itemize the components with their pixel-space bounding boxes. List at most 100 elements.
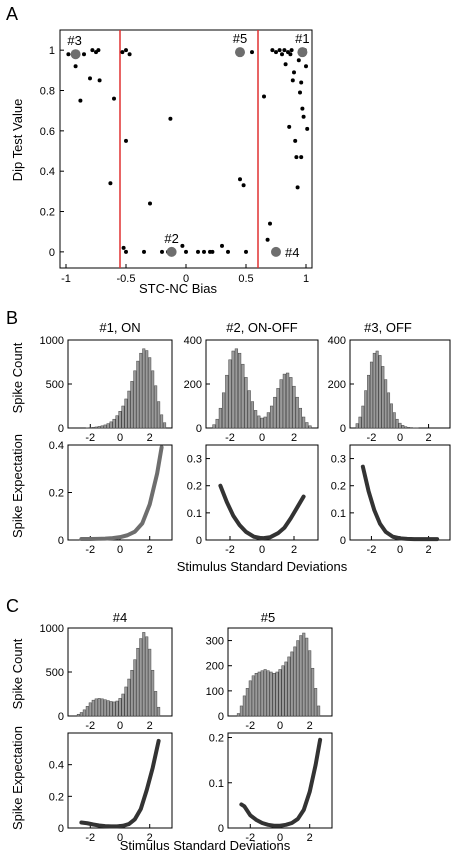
scatter-point xyxy=(66,52,71,57)
x-tick-label: -2 xyxy=(225,432,235,444)
histogram-bar xyxy=(145,636,149,717)
histogram-bar xyxy=(94,426,98,429)
scatter-point xyxy=(202,249,206,254)
histogram-bar xyxy=(250,401,255,429)
histogram-bar xyxy=(387,392,391,429)
x-tick-label: -2 xyxy=(367,432,377,444)
response-curve xyxy=(218,483,306,541)
scatter-point xyxy=(296,58,301,63)
histogram-bar xyxy=(392,412,396,429)
scatter-point xyxy=(292,70,296,75)
scatter-point xyxy=(241,183,246,188)
histogram-bar xyxy=(136,647,140,717)
histogram-bar xyxy=(121,693,125,717)
highlight-label: #2 xyxy=(164,231,178,246)
response-curve xyxy=(79,738,161,829)
scatter-point xyxy=(82,52,86,57)
y-tick-label: 0.2 xyxy=(331,481,346,493)
histogram-bar xyxy=(97,426,101,429)
y-tick-label: 0 xyxy=(196,423,202,435)
y-tick-label: 300 xyxy=(206,636,224,648)
scatter-point xyxy=(295,185,300,190)
scatter-point xyxy=(220,243,224,248)
x-tick-label: -2 xyxy=(245,832,255,844)
y-tick-label: 0.2 xyxy=(209,733,224,745)
scatter-point xyxy=(298,90,302,95)
histogram-bar xyxy=(94,698,98,717)
histogram-bar xyxy=(154,691,158,717)
x-tick-label: 0 xyxy=(117,432,123,444)
y-tick-label: 100 xyxy=(206,686,224,698)
histogram-bar xyxy=(284,661,288,717)
hist-c2-title: #5 xyxy=(261,610,275,625)
histogram-bar xyxy=(273,396,277,429)
scatter-point xyxy=(168,116,173,121)
histogram-bar xyxy=(308,425,312,429)
histogram-bar xyxy=(282,373,287,429)
response-curve xyxy=(79,445,164,542)
curve-b-ylabel: Spike Expectation xyxy=(10,434,25,538)
x-tick-label: -2 xyxy=(85,720,95,732)
histogram-bar xyxy=(142,348,146,429)
y-tick-label: 200 xyxy=(184,379,202,391)
hist-b2-title: #2, ON-OFF xyxy=(226,320,298,335)
scatter-point xyxy=(112,96,116,101)
histogram-bar xyxy=(244,377,248,429)
scatter-point xyxy=(73,64,78,69)
x-tick-label: 2 xyxy=(426,544,432,556)
y-tick-label: 0.1 xyxy=(187,508,202,520)
x-tick-label: -2 xyxy=(85,832,95,844)
histogram-bar xyxy=(257,671,261,717)
histogram-bar xyxy=(124,686,128,717)
histogram-bar xyxy=(266,670,270,717)
histogram-bar xyxy=(308,650,312,717)
histogram-bar xyxy=(372,352,376,429)
histogram-bar xyxy=(260,417,264,429)
plot-frame-4 xyxy=(67,444,173,541)
y-tick-label: 0 xyxy=(58,535,64,547)
scatter-point xyxy=(97,78,102,83)
histogram-bar xyxy=(79,712,83,717)
x-tick-label: 2 xyxy=(147,720,153,732)
x-tick-label: 0 xyxy=(117,544,123,556)
y-tick-label: 500 xyxy=(46,667,64,679)
y-tick-label: 500 xyxy=(46,379,64,391)
histogram-bar xyxy=(215,418,219,429)
x-tick-label: 2 xyxy=(307,832,313,844)
x-tick-label: 2 xyxy=(147,432,153,444)
histogram-bar xyxy=(124,398,128,429)
histogram-bar xyxy=(395,418,399,429)
histogram-bar xyxy=(121,405,125,429)
histogram-bar xyxy=(301,416,306,429)
scatter-point xyxy=(300,106,305,111)
histogram-bar xyxy=(239,705,243,717)
histogram-bar xyxy=(127,678,131,717)
highlighted-point xyxy=(70,49,81,60)
y-tick-label: 0.2 xyxy=(49,488,64,500)
histogram-bar xyxy=(115,700,119,717)
histogram-bar xyxy=(247,390,251,429)
x-tick-label: 0 xyxy=(397,544,403,556)
histogram-bar xyxy=(97,698,101,717)
histogram-bar xyxy=(163,422,167,429)
histogram-bar xyxy=(295,396,299,429)
y-tick-label: 0.4 xyxy=(49,440,64,452)
histogram-bar xyxy=(266,412,271,429)
y-tick-label: 0.2 xyxy=(187,481,202,493)
x-tick-label: -0.5 xyxy=(117,273,136,285)
highlighted-point xyxy=(271,246,281,257)
plot-frame-6 xyxy=(349,444,451,541)
histogram-bar xyxy=(361,405,365,429)
histogram-bar xyxy=(103,699,107,717)
x-tick-label: 0 xyxy=(183,273,189,285)
histogram-bar xyxy=(91,699,95,717)
histogram-bar xyxy=(100,698,104,717)
y-tick-label: 400 xyxy=(184,335,202,347)
y-tick-label: 200 xyxy=(328,379,346,391)
histogram-bar xyxy=(106,423,110,429)
histogram-bar xyxy=(136,360,140,429)
y-tick-label: 0 xyxy=(49,247,55,259)
scatter-point xyxy=(78,98,83,103)
scatter-point xyxy=(108,181,113,186)
histogram-bar xyxy=(241,363,245,429)
